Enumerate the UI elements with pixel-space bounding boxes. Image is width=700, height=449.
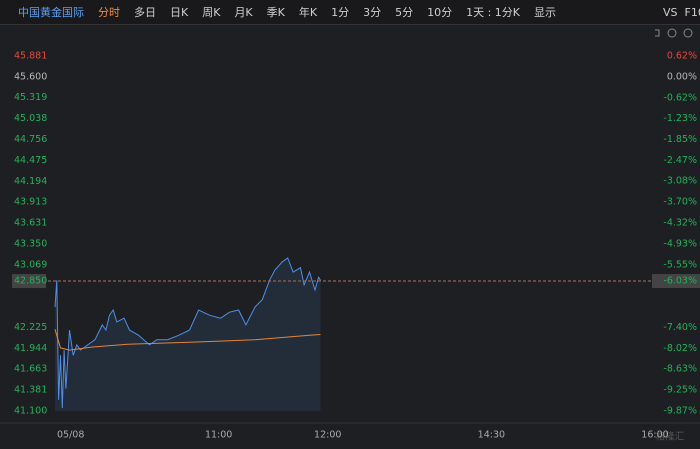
f10[interactable]: F10	[684, 5, 700, 19]
last-price-box	[12, 274, 46, 289]
x-tick-label: 14:30	[478, 430, 505, 441]
y2-tick-label: -7.40%	[663, 322, 697, 333]
y2-tick-label: -8.63%	[663, 364, 697, 375]
tab[interactable]: 3分	[363, 6, 382, 19]
tab[interactable]: 多日	[134, 6, 156, 19]
x-tick-label: 05/08	[57, 430, 84, 441]
toolbar: 中国黄金国际 分时 多日 日K 周K 月K 季K 年K 1分 3分 5分 10分 1天 : 1分K …	[0, 0, 700, 25]
y-tick-label: 43.069	[14, 259, 47, 270]
y-tick-label: 43.913	[14, 197, 47, 208]
last-change-label: -6.03%	[663, 276, 697, 287]
y2-tick-label: -1.23%	[663, 113, 697, 124]
x-tick-label: 16:00	[641, 430, 668, 441]
tab[interactable]: 5分	[395, 6, 414, 19]
x-tick-label: 12:00	[314, 430, 341, 441]
icon[interactable]	[655, 29, 660, 37]
y2-tick-label: -5.55%	[663, 259, 697, 270]
tab[interactable]: 周K	[202, 6, 221, 19]
y2-tick-label: -9.87%	[663, 406, 697, 417]
line	[54, 257, 321, 409]
y-tick-label: 45.881	[14, 51, 47, 62]
y-tick-label: 41.944	[14, 343, 47, 354]
y-tick-label: 44.475	[14, 155, 47, 166]
y2-tick-label: 0.00%	[667, 71, 697, 82]
tab[interactable]: 日K	[170, 6, 189, 19]
vs[interactable]: VS	[663, 5, 678, 19]
tab[interactable]: 月K	[234, 6, 253, 19]
y-tick-label: 43.631	[14, 218, 47, 229]
y-tick-label: 42.225	[14, 322, 47, 333]
y2-tick-label: -3.70%	[663, 197, 697, 208]
tab[interactable]: 10分	[427, 6, 453, 19]
stock-name[interactable]: 中国黄金国际	[18, 6, 84, 19]
line	[54, 329, 321, 351]
last-change-box	[652, 274, 700, 289]
x-tick-label: 11:00	[205, 430, 232, 441]
y-tick-label: 45.600	[14, 71, 47, 82]
tabs: 分时 多日 日K 周K 月K 季K 年K 1分 3分 5分 10分	[91, 4, 459, 20]
tab[interactable]: 年K	[298, 6, 318, 19]
area	[55, 258, 321, 411]
y-tick-label: 45.319	[14, 92, 47, 103]
y2-tick-label: -1.85%	[663, 134, 697, 145]
tab[interactable]: 分时	[98, 6, 120, 19]
period[interactable]: 1天 : 1分K	[466, 6, 521, 19]
y-tick-label: 44.756	[14, 134, 47, 145]
last-price-label: 42.850	[14, 276, 47, 287]
y2-tick-label: -0.62%	[663, 92, 697, 103]
y2-tick-label: -9.25%	[663, 385, 697, 396]
y2-tick-label: 0.62%	[667, 51, 697, 62]
y2-tick-label: -2.47%	[663, 155, 697, 166]
tab[interactable]: 季K	[266, 6, 285, 19]
y-tick-label: 41.100	[14, 406, 47, 417]
y2-tick-label: -3.08%	[663, 176, 697, 187]
y2-tick-label: -8.02%	[663, 343, 697, 354]
y2-tick-label: -4.93%	[663, 238, 697, 249]
display[interactable]: 显示	[534, 6, 557, 19]
y-tick-label: 43.350	[14, 238, 47, 249]
y-tick-label: 44.194	[14, 176, 47, 187]
y-tick-label: 45.038	[14, 113, 47, 124]
y-tick-label: 41.381	[14, 385, 47, 396]
icon[interactable]	[683, 28, 693, 38]
y2-tick-label: -4.32%	[663, 218, 697, 229]
icon[interactable]	[667, 28, 677, 38]
watermark: 格隆汇	[656, 431, 685, 443]
icons	[655, 28, 693, 38]
tab[interactable]: 1分	[331, 6, 350, 19]
y-tick-label: 41.663	[14, 364, 47, 375]
